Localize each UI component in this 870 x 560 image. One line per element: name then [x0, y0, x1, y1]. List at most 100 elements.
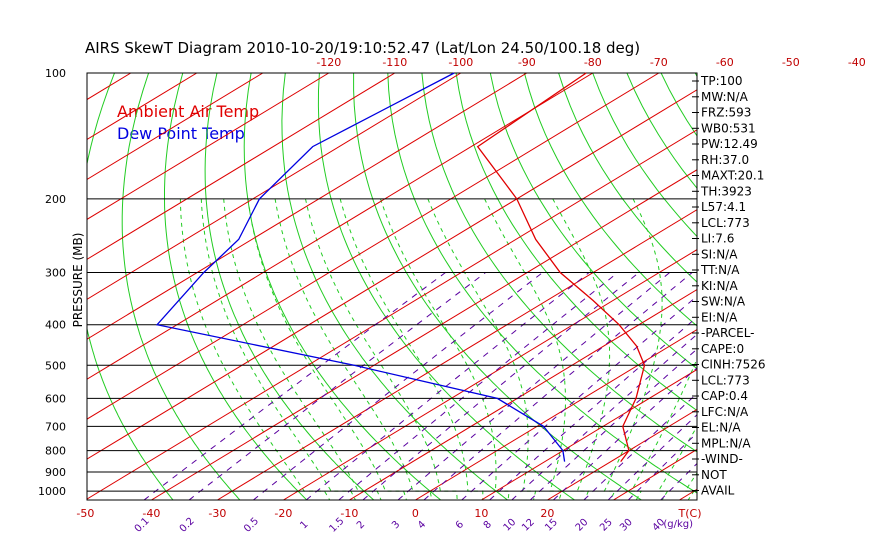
isotherm [87, 129, 697, 500]
index-label: MPL:N/A [701, 436, 751, 450]
bottom-temp-tick-label: 20 [540, 507, 554, 520]
dry-adiabat [764, 73, 870, 500]
isotherm [87, 89, 697, 460]
mixing-ratio-line [397, 272, 671, 500]
isotherm [87, 73, 462, 300]
index-label: -WIND- [701, 452, 743, 466]
isotherm [87, 73, 528, 340]
dry-adiabat [281, 73, 508, 500]
index-label: RH:37.0 [701, 153, 749, 167]
index-label: LI:7.6 [701, 232, 734, 246]
index-label: LFC:N/A [701, 405, 749, 419]
plot-border [86, 72, 698, 501]
dry-adiabat [204, 73, 375, 500]
plot-clip-group [87, 73, 870, 500]
index-label: KI:N/A [701, 279, 738, 293]
index-label: LCL:773 [701, 373, 750, 387]
index-label: SW:N/A [701, 295, 746, 309]
top-temp-tick-label: -100 [448, 56, 473, 69]
mixing-ratio-label: 1 [298, 519, 310, 531]
top-temp-tick-label: -120 [316, 56, 341, 69]
dry-adiabat [832, 73, 870, 500]
mixing-ratio-line [423, 272, 693, 500]
index-label: -PARCEL- [701, 326, 755, 340]
index-label: MW:N/A [701, 90, 749, 104]
top-temp-tick-label: -90 [518, 56, 536, 69]
moist-adiabat [247, 198, 407, 500]
top-temp-tick-label: -110 [382, 56, 407, 69]
mixing-ratio-line [489, 316, 697, 500]
index-label: TH:3923 [700, 184, 752, 198]
moist-adiabat [657, 425, 697, 500]
ambient-air-temp-line [476, 72, 646, 462]
chart-title: AIRS SkewT Diagram 2010-10-20/19:10:52.4… [85, 39, 640, 57]
moist-adiabat [200, 198, 356, 500]
dry-adiabat [421, 73, 697, 453]
moist-adiabat [380, 198, 510, 500]
isotherm [87, 73, 594, 380]
index-label: EI:N/A [701, 310, 738, 324]
mixing-ratio-label: 8 [482, 519, 494, 531]
isotherm [87, 73, 264, 181]
isotherm [87, 73, 396, 260]
pressure-tick-label: 300 [45, 267, 66, 280]
index-label: CAP:0.4 [701, 389, 748, 403]
pressure-tick-label: 600 [45, 392, 66, 405]
dry-adiabat [164, 73, 308, 500]
pressure-tick-label: 800 [45, 445, 66, 458]
mixing-ratio-label: 25 [598, 517, 615, 534]
mixing-ratio-label: 6 [454, 519, 466, 531]
dry-adiabat [121, 73, 241, 500]
dry-adiabat [866, 73, 870, 500]
moist-adiabat [305, 198, 458, 500]
isotherm [745, 73, 870, 500]
pressure-tick-label: 200 [45, 193, 66, 206]
dry-adiabat [317, 73, 575, 500]
index-label: FRZ:593 [701, 106, 751, 120]
bottom-temp-tick-label: 10 [474, 507, 488, 520]
isotherm [283, 249, 697, 500]
top-temp-tick-label: -70 [650, 56, 668, 69]
isotherm [151, 169, 697, 500]
mixing-ratio-line [660, 462, 697, 500]
isotherm [217, 209, 697, 500]
moist-adiabat [603, 198, 663, 500]
legend-ambient-air-temp: Ambient Air Temp [117, 102, 259, 121]
legend-dew-point-temp: Dew Point Temp [117, 124, 245, 143]
moist-adiabat [630, 357, 697, 500]
isotherm [87, 73, 132, 101]
index-label: CINH:7526 [701, 358, 766, 372]
index-label: LCL:773 [701, 216, 750, 230]
mixing-ratio-line [143, 272, 446, 500]
isotherm [481, 368, 697, 500]
y-axis-label: PRESSURE (MB) [71, 233, 85, 328]
isotherm [547, 408, 697, 500]
dry-adiabat [243, 73, 442, 500]
mixing-ratio-label: 12 [520, 517, 537, 534]
moist-adiabat [179, 198, 331, 500]
dry-adiabat [489, 73, 697, 370]
bottom-temp-tick-label: -30 [208, 507, 226, 520]
index-label: EL:N/A [701, 421, 741, 435]
dry-adiabat [798, 73, 870, 500]
isotherm [87, 73, 660, 420]
index-label: NOT [701, 468, 727, 482]
mixing-ratio-line [305, 272, 590, 500]
dew-point-temp-line [155, 72, 566, 462]
pressure-tick-label: 400 [45, 319, 66, 332]
dry-adiabat [558, 73, 697, 283]
bottom-temp-tick-label: -10 [340, 507, 358, 520]
index-label: PW:12.49 [701, 137, 758, 151]
dry-adiabat [87, 73, 174, 500]
dry-adiabat [523, 73, 697, 327]
mixing-ratio-line [461, 295, 697, 500]
index-label: MAXT:20.1 [701, 169, 764, 183]
dry-adiabat [660, 73, 697, 137]
pressure-tick-label: 500 [45, 359, 66, 372]
index-label: L57:4.1 [701, 200, 746, 214]
mixing-ratio-label: 0.5 [242, 516, 261, 535]
top-temp-tick-label: -50 [782, 56, 800, 69]
pressure-tick-label: 900 [45, 466, 66, 479]
